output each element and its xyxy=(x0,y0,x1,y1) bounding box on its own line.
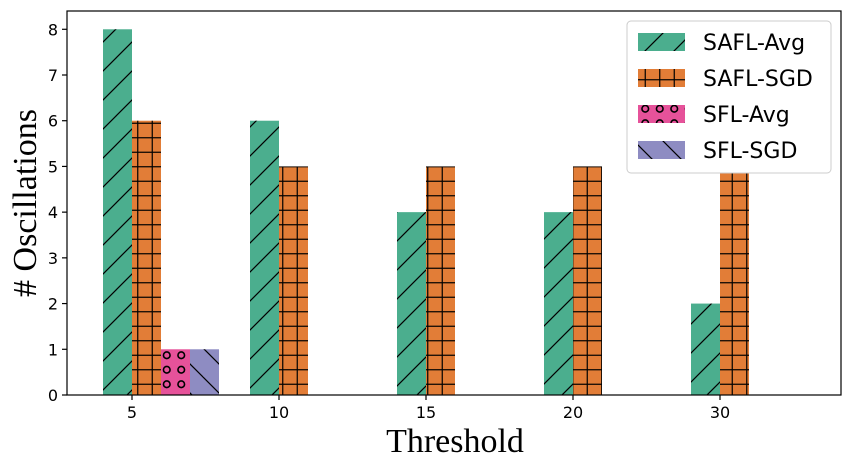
bar-safl-sgd-15 xyxy=(426,166,455,395)
y-tick-label: 5 xyxy=(48,157,58,176)
y-tick-label: 8 xyxy=(48,20,58,39)
bar-hatch xyxy=(426,166,455,395)
bar-hatch xyxy=(132,120,161,395)
y-tick-label: 1 xyxy=(48,340,58,359)
bar-sfl-avg-5 xyxy=(161,349,190,395)
bars xyxy=(103,29,749,396)
bar-safl-avg-10 xyxy=(250,120,279,395)
bar-safl-sgd-30 xyxy=(720,166,749,395)
y-tick-label: 7 xyxy=(48,66,58,85)
bar-hatch xyxy=(190,349,219,395)
y-tick-label: 3 xyxy=(48,249,58,268)
legend-label: SAFL-SGD xyxy=(703,67,813,92)
bar-safl-avg-30 xyxy=(691,303,720,395)
bar-hatch xyxy=(279,166,308,395)
y-axis: 0 1 2 3 4 5 6 7 8 xyxy=(48,20,67,405)
y-axis-title: # Oscillations xyxy=(7,109,44,297)
bar-hatch xyxy=(544,212,573,395)
bar-hatch xyxy=(720,166,749,395)
y-tick-label: 2 xyxy=(48,295,58,314)
legend-frame xyxy=(626,20,832,174)
x-tick-label: 5 xyxy=(127,403,137,422)
legend-item-sfl-avg: SFL-Avg xyxy=(638,103,790,128)
bar-safl-avg-20 xyxy=(544,212,573,395)
plot-frame xyxy=(66,10,842,396)
bar-hatch xyxy=(103,29,132,396)
legend-item-safl-sgd: SAFL-SGD xyxy=(638,67,813,92)
x-tick-label: 30 xyxy=(710,403,730,422)
bar-safl-sgd-5 xyxy=(132,120,161,395)
bar-hatch xyxy=(573,166,602,395)
legend-item-sfl-sgd: SFL-SGD xyxy=(638,139,797,164)
bar-safl-avg-5 xyxy=(103,29,132,396)
legend-label: SFL-SGD xyxy=(703,139,797,164)
y-tick-label: 6 xyxy=(48,112,58,131)
y-tick-label: 0 xyxy=(48,386,58,405)
bar-hatch xyxy=(397,212,426,395)
bar-safl-sgd-10 xyxy=(279,166,308,395)
legend-swatch-hatch xyxy=(638,69,685,87)
x-tick-label: 15 xyxy=(416,403,436,422)
legend-label: SAFL-Avg xyxy=(703,31,805,56)
bar-safl-sgd-20 xyxy=(573,166,602,395)
x-tick-label: 20 xyxy=(563,403,583,422)
y-tick-label: 4 xyxy=(48,203,58,222)
legend-swatch-hatch xyxy=(638,33,685,51)
legend: SAFL-Avg SAFL-SGD SFL-Avg SFL-SGD xyxy=(626,20,832,174)
bar-hatch xyxy=(161,349,190,395)
bar-sfl-sgd-5 xyxy=(190,349,219,395)
legend-label: SFL-Avg xyxy=(703,103,790,128)
bar-hatch xyxy=(250,120,279,395)
bar-hatch xyxy=(691,303,720,395)
x-axis: 5 10 15 20 30 xyxy=(127,395,730,422)
x-axis-title: Threshold xyxy=(386,423,524,460)
legend-swatch-hatch xyxy=(638,141,685,159)
x-tick-label: 10 xyxy=(269,403,289,422)
legend-item-safl-avg: SAFL-Avg xyxy=(638,31,805,56)
legend-swatch-hatch xyxy=(638,105,685,123)
bar-safl-avg-15 xyxy=(397,212,426,395)
